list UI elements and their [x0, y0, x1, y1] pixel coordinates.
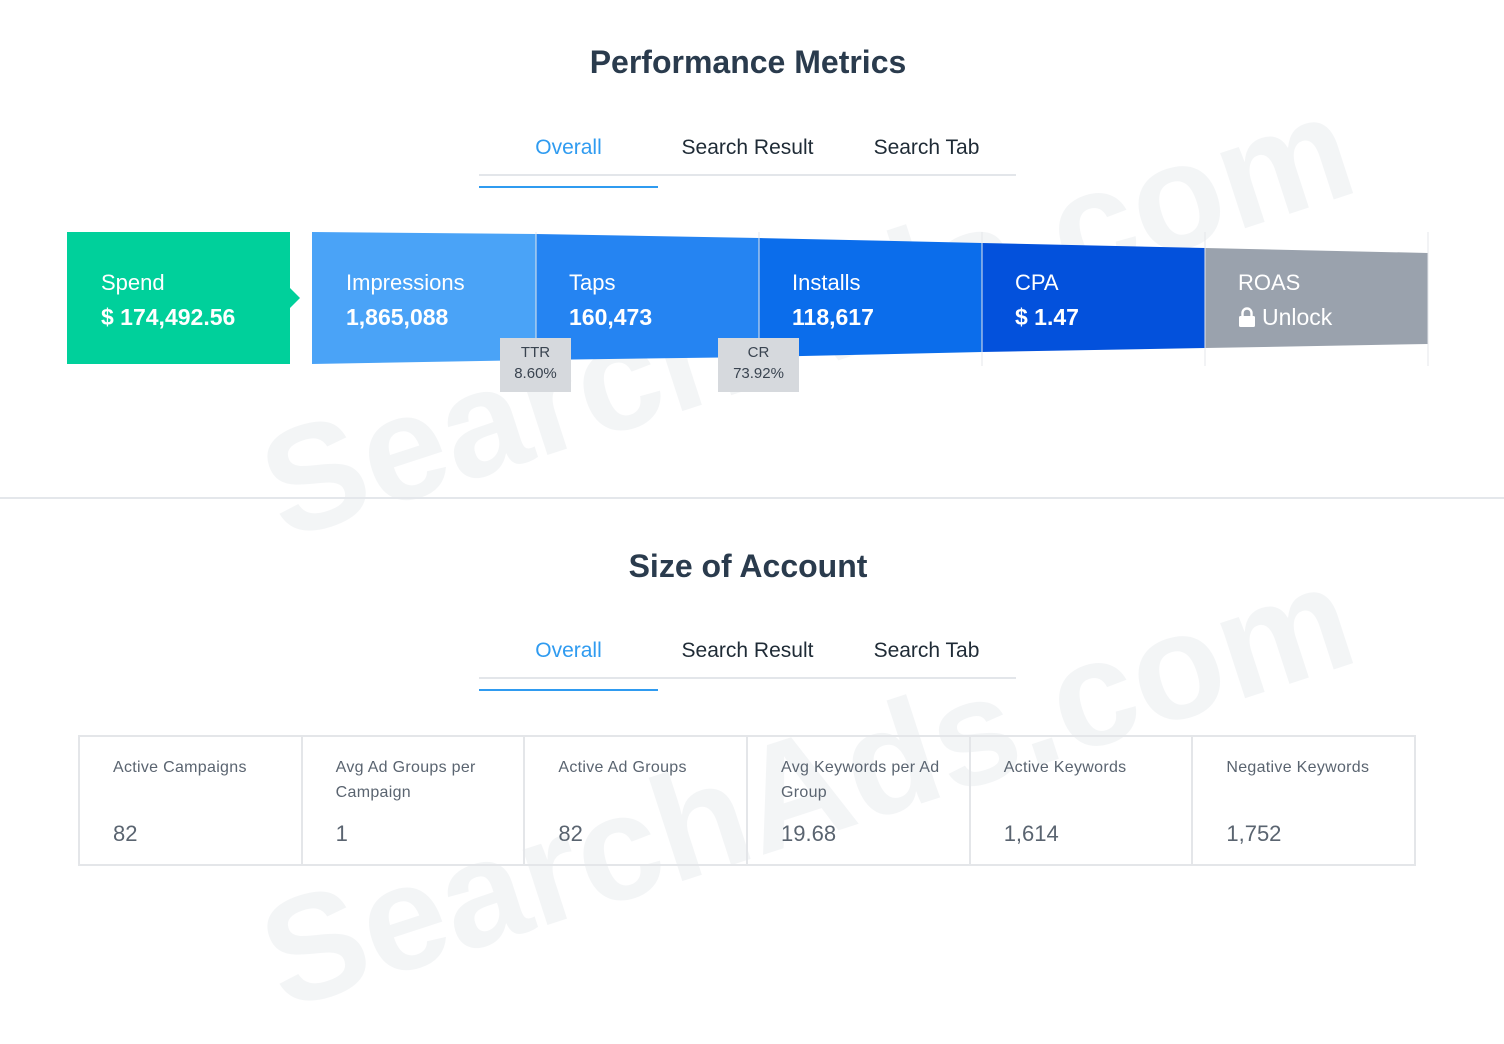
metric-value: 160,473: [569, 304, 653, 330]
metric-value: $ 174,492.56: [101, 304, 236, 330]
funnel-segment-cpa: [982, 243, 1205, 352]
metric-label: CPA: [1015, 270, 1059, 295]
stat-value: 1,752: [1226, 821, 1282, 846]
metric-cpa: CPA $ 1.47: [1015, 270, 1079, 332]
metric-label: Installs: [792, 270, 861, 295]
stat-active-keywords: Active Keywords 1,614: [971, 737, 1194, 864]
rate-value: 8.60%: [514, 365, 557, 382]
metric-value: $ 1.47: [1015, 304, 1079, 330]
metric-value: 1,865,088: [346, 304, 449, 330]
metric-taps: Taps 160,473: [569, 270, 652, 332]
stat-label: Active Keywords: [1003, 759, 1127, 776]
tab-search-result[interactable]: Search Result: [681, 136, 814, 159]
metric-spend: Spend $ 174,492.56: [101, 270, 235, 332]
lock-icon: [1239, 307, 1255, 327]
funnel-segment-spend: [67, 232, 300, 364]
metric-label: Impressions: [346, 270, 465, 295]
metrics-funnel: [67, 232, 1429, 366]
rate-box-cr: CR 73.92%: [718, 338, 799, 392]
stat-value: 19.68: [781, 821, 837, 846]
tab-overall[interactable]: Overall: [479, 635, 658, 691]
stat-label: Avg Ad Groups per Campaign: [335, 759, 476, 801]
tab-search-tab[interactable]: Search Tab: [873, 136, 980, 159]
stat-active-ad-groups: Active Ad Groups 82: [525, 737, 749, 864]
metric-value: 118,617: [792, 304, 874, 330]
unlock-label: Unlock: [1262, 304, 1333, 330]
stat-label: Avg Keywords per Ad Group: [781, 759, 940, 801]
funnel-segment-roas: [1205, 248, 1428, 348]
stat-label: Negative Keywords: [1226, 759, 1370, 776]
stat-value: 1,614: [1003, 821, 1059, 846]
metric-impressions: Impressions 1,865,088: [346, 270, 465, 332]
funnel-segment-installs: [759, 238, 982, 357]
rate-box-ttr: TTR 8.60%: [500, 338, 571, 392]
rate-value: 73.92%: [733, 365, 784, 382]
unlock-roas-button[interactable]: Unlock: [1238, 302, 1332, 332]
rate-label: CR: [747, 344, 770, 361]
metric-roas: ROAS Unlock: [1238, 270, 1332, 332]
funnel-segment-taps: [536, 234, 759, 360]
stat-negative-keywords: Negative Keywords 1,752: [1193, 737, 1414, 864]
stat-active-campaigns: Active Campaigns 82: [80, 737, 303, 864]
stat-avg-keywords: Avg Keywords per Ad Group 19.68: [748, 737, 971, 864]
account-tabs: Overall Search Result Search Tab: [479, 635, 1016, 691]
section-divider: [0, 497, 1504, 499]
stat-label: Active Ad Groups: [558, 759, 687, 776]
metric-label: ROAS: [1238, 270, 1301, 295]
stat-value: 82: [113, 821, 138, 846]
stat-value: 82: [558, 821, 583, 846]
funnel-segment-impressions: [312, 232, 536, 364]
account-stats-table: Active Campaigns 82 Avg Ad Groups per Ca…: [78, 735, 1416, 866]
metric-installs: Installs 118,617: [792, 270, 874, 332]
tab-search-result[interactable]: Search Result: [681, 639, 814, 662]
stat-avg-ad-groups: Avg Ad Groups per Campaign 1: [303, 737, 526, 864]
tab-search-tab[interactable]: Search Tab: [873, 639, 980, 662]
tab-overall[interactable]: Overall: [479, 132, 658, 188]
performance-tabs: Overall Search Result Search Tab: [479, 132, 1016, 188]
stat-label: Active Campaigns: [113, 759, 247, 776]
metric-label: Spend: [101, 270, 165, 295]
account-title: Size of Account: [628, 548, 868, 584]
stat-value: 1: [335, 821, 348, 846]
rate-label: TTR: [520, 344, 551, 361]
performance-title: Performance Metrics: [589, 44, 907, 80]
metric-label: Taps: [569, 270, 616, 295]
